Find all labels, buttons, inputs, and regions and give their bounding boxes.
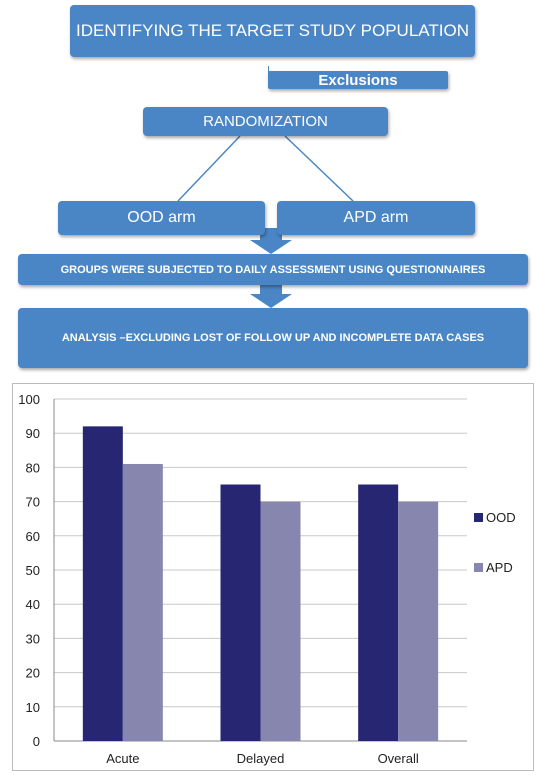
y-tick-label: 10: [26, 700, 40, 715]
bar-chart: 0 10 20 30 40 50 60 70 80 90 100 Acute Delayed Overal…: [18, 392, 516, 766]
analysis-box: ANALYSIS –EXCLUDING LOST OF FOLLOW UP AN…: [18, 308, 528, 368]
y-tick-label: 20: [26, 666, 40, 681]
assessment-label: GROUPS WERE SUBJECTED TO DAILY ASSESSMEN…: [60, 263, 486, 276]
exclusions-label: Exclusions: [318, 71, 398, 89]
study-population-label: IDENTIFYING THE TARGET STUDY POPULATION: [76, 21, 469, 40]
y-tick-label: 90: [26, 426, 40, 441]
legend-swatch-apd: [474, 563, 483, 572]
y-tick-label: 50: [26, 563, 40, 578]
apd-arm-box: APD arm: [277, 201, 475, 235]
exclusions-connector: [268, 66, 269, 74]
ood-arm-box: OOD arm: [58, 201, 265, 235]
bar-ood-delayed: [220, 484, 261, 741]
apd-arm-label: APD arm: [343, 209, 409, 226]
exclusions-box: Exclusions: [268, 71, 448, 89]
y-tick-label: 100: [18, 392, 40, 407]
bar-ood-acute: [82, 426, 123, 741]
y-tick-label: 60: [26, 529, 40, 544]
x-tick-label: Overall: [378, 751, 419, 766]
study-population-box: IDENTIFYING THE TARGET STUDY POPULATION: [70, 5, 475, 57]
y-tick-label: 40: [26, 597, 40, 612]
legend-swatch-ood: [474, 513, 483, 522]
down-arrow-2: [250, 284, 292, 308]
y-tick-label: 70: [26, 495, 40, 510]
bar-apd-overall: [398, 501, 439, 741]
bar-ood-overall: [358, 484, 399, 741]
bar-apd-acute: [122, 463, 163, 741]
legend-label-ood: OOD: [486, 510, 516, 525]
y-tick-label: 0: [33, 734, 40, 749]
randomization-box: RANDOMIZATION: [143, 107, 388, 136]
analysis-label: ANALYSIS –EXCLUDING LOST OF FOLLOW UP AN…: [61, 332, 485, 344]
x-tick-label: Delayed: [237, 751, 285, 766]
bar-apd-delayed: [260, 501, 301, 741]
rand-to-ood-line: [177, 135, 241, 202]
x-tick-label: Acute: [106, 751, 139, 766]
legend-label-apd: APD: [486, 560, 513, 575]
y-tick-label: 80: [26, 460, 40, 475]
assessment-box: GROUPS WERE SUBJECTED TO DAILY ASSESSMEN…: [18, 254, 528, 285]
randomization-label: RANDOMIZATION: [203, 113, 328, 130]
y-tick-label: 30: [26, 631, 40, 646]
ood-arm-label: OOD arm: [127, 209, 196, 226]
rand-to-apd-line: [284, 135, 354, 202]
